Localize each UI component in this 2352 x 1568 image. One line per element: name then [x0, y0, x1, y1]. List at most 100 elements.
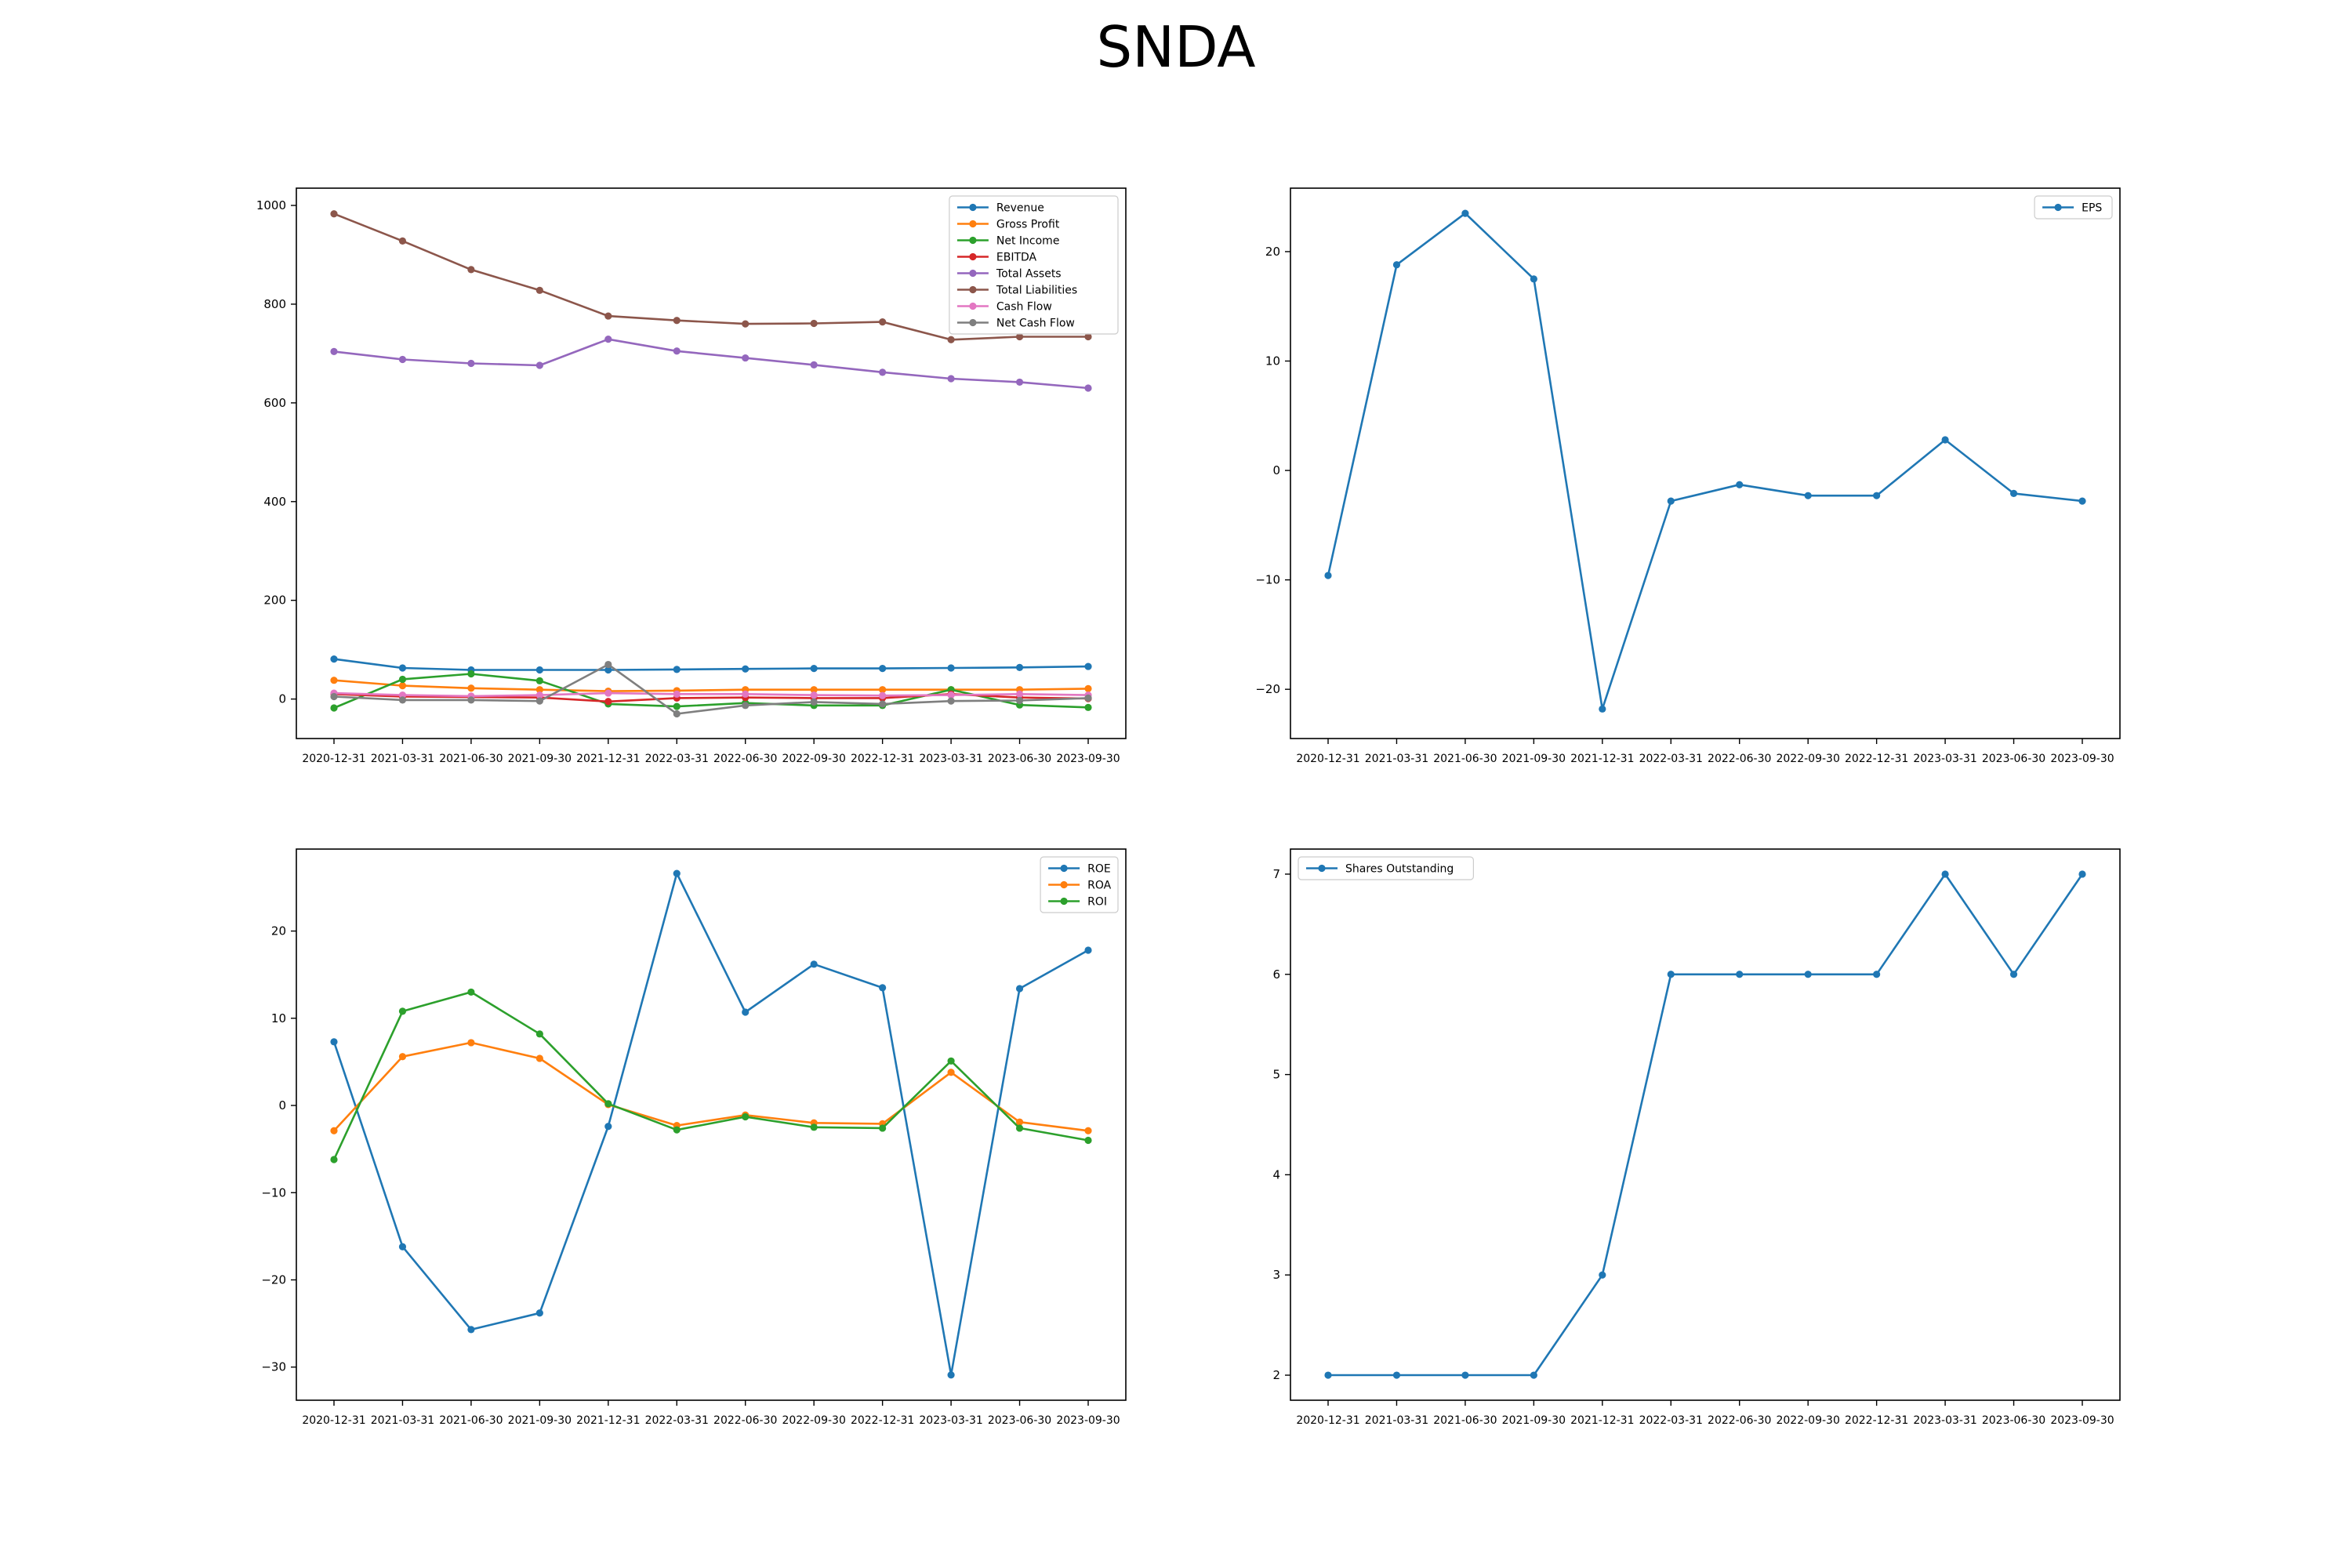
x-tick-label: 2023-03-31	[1913, 753, 1976, 765]
data-point	[673, 317, 681, 325]
x-tick-label: 2021-03-31	[371, 1414, 434, 1427]
series-line	[1328, 873, 2084, 1377]
x-tick-label: 2023-03-31	[919, 753, 982, 765]
series-line	[333, 691, 1089, 698]
data-point	[1084, 662, 1092, 670]
y-tick-label: −20	[1255, 682, 1280, 696]
data-point	[810, 361, 818, 368]
y-tick-label: 800	[263, 297, 286, 311]
data-point	[1084, 384, 1092, 392]
data-point	[2009, 971, 2018, 978]
data-point	[673, 1126, 681, 1134]
data-point	[1324, 1371, 1332, 1379]
data-point	[604, 1100, 612, 1108]
legend: ROE ROA ROI	[1040, 856, 1119, 913]
y-tick-label: 7	[1272, 867, 1280, 881]
x-tick-label: 2021-12-31	[576, 1414, 640, 1427]
series-line	[333, 338, 1089, 390]
data-point	[1015, 332, 1024, 341]
data-point	[330, 210, 338, 218]
x-tick-label: 2023-09-30	[1056, 1414, 1120, 1427]
y-tick-label: −10	[261, 1185, 286, 1200]
data-point	[1084, 694, 1092, 702]
x-tick-label: 2022-09-30	[782, 753, 845, 765]
data-point	[1084, 332, 1092, 341]
data-point	[535, 286, 543, 294]
legend-label: Revenue	[996, 202, 1044, 215]
data-point	[1015, 985, 1024, 993]
y-tick-label: 5	[1272, 1068, 1280, 1082]
data-point	[673, 347, 681, 355]
data-point	[330, 677, 338, 684]
data-point	[947, 697, 955, 705]
legend-swatch-marker	[969, 252, 977, 261]
data-point	[1084, 703, 1092, 711]
legend-swatch-marker	[969, 302, 977, 310]
x-tick-label: 2022-03-31	[1639, 753, 1703, 765]
x-tick-label: 2022-12-31	[851, 1414, 914, 1427]
x-tick-label: 2020-12-31	[302, 753, 365, 765]
data-point	[947, 664, 955, 672]
y-tick-label: 0	[278, 1098, 286, 1112]
series-line	[333, 212, 1088, 341]
data-point	[330, 347, 338, 355]
data-point	[1941, 436, 1949, 444]
data-point	[673, 702, 681, 710]
y-tick-label: 6	[1272, 967, 1280, 982]
legend-swatch-marker	[1060, 897, 1068, 906]
data-point	[604, 336, 612, 343]
x-tick-label: 2022-09-30	[1776, 1414, 1839, 1427]
legend: Revenue Gross Profit Net Income EBITDA Total…	[949, 195, 1119, 335]
data-point	[398, 696, 407, 704]
x-tick-label: 2021-12-31	[1570, 753, 1634, 765]
legend-swatch-marker	[969, 236, 977, 245]
data-point	[535, 686, 543, 694]
axes-frame	[1290, 187, 2121, 739]
legend-label: ROI	[1087, 896, 1107, 909]
data-point	[398, 237, 407, 245]
x-tick-label: 2022-03-31	[645, 1414, 709, 1427]
data-point	[467, 670, 475, 678]
x-tick-label: 2021-03-31	[1365, 1414, 1428, 1427]
x-tick-label: 2020-12-31	[302, 1414, 365, 1427]
series-line	[333, 1041, 1089, 1132]
data-point	[1530, 1371, 1537, 1379]
data-point	[810, 686, 818, 694]
y-tick-label: 20	[271, 924, 286, 938]
data-point	[604, 666, 612, 674]
data-point	[1599, 1271, 1606, 1279]
data-point	[467, 696, 475, 704]
y-tick-label: 0	[278, 692, 286, 706]
x-tick-label: 2021-06-30	[439, 1414, 503, 1427]
x-tick-label: 2021-09-30	[508, 1414, 572, 1427]
data-point	[879, 984, 887, 992]
y-tick-label: 1000	[256, 198, 286, 212]
data-point	[1461, 1371, 1469, 1379]
legend-label: Gross Profit	[996, 219, 1060, 231]
legend-swatch-marker	[969, 269, 977, 278]
y-tick-label: 10	[1265, 354, 1280, 368]
y-tick-label: −10	[1255, 573, 1280, 587]
data-point	[535, 691, 543, 699]
x-tick-label: 2021-03-31	[1365, 753, 1428, 765]
axes-frame	[296, 187, 1127, 739]
data-point	[742, 1008, 750, 1016]
data-point	[742, 1112, 750, 1121]
series-roi	[330, 988, 1092, 1163]
series-line	[333, 679, 1089, 692]
data-point	[535, 666, 543, 674]
data-point	[2078, 870, 2086, 878]
data-point	[879, 318, 887, 326]
data-point	[1015, 1118, 1024, 1126]
x-tick-label: 2023-06-30	[1982, 753, 2045, 765]
data-point	[1084, 946, 1092, 954]
data-point	[1015, 663, 1024, 671]
x-tick-label: 2023-06-30	[988, 1414, 1051, 1427]
legend-label: Total Assets	[996, 268, 1062, 281]
data-point	[1324, 572, 1332, 579]
y-tick-label: 200	[263, 593, 286, 608]
data-point	[742, 354, 750, 362]
data-point	[467, 359, 475, 368]
y-tick-label: 600	[263, 396, 286, 410]
x-tick-label: 2023-03-31	[1913, 1414, 1976, 1427]
